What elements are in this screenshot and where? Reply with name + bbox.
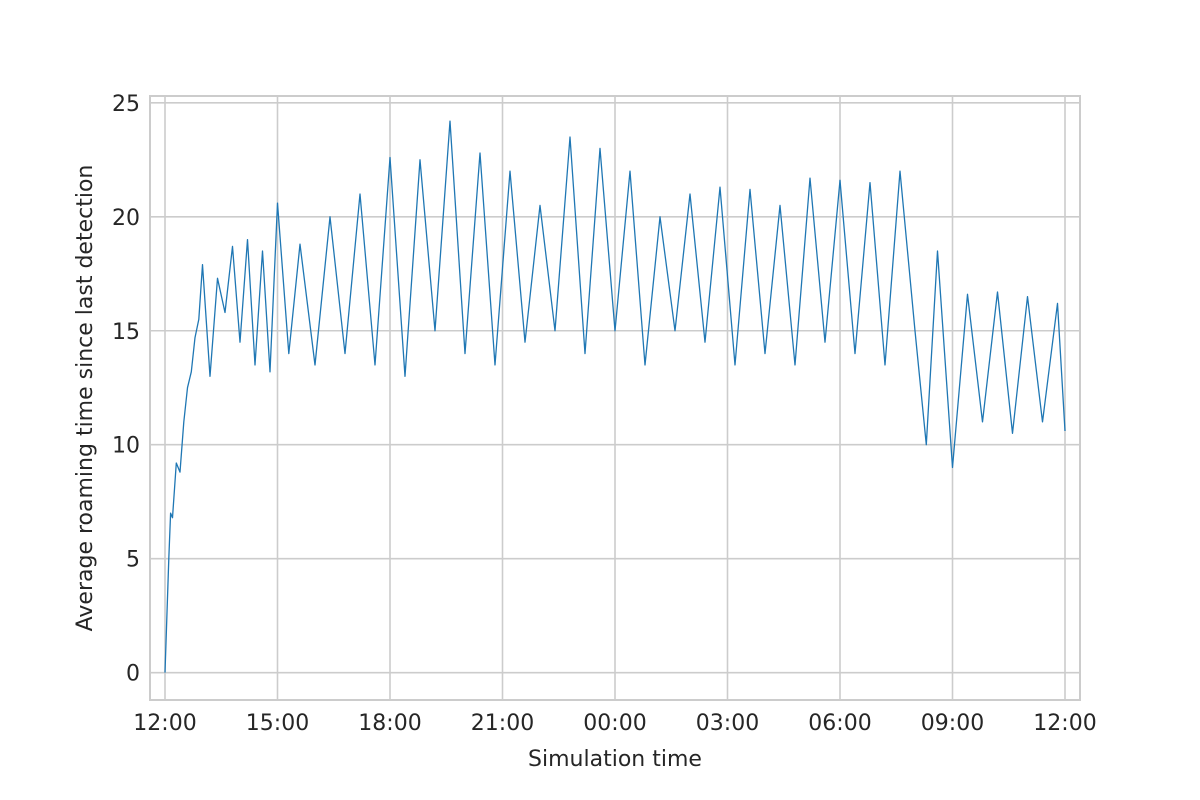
series-line — [164, 120, 1066, 673]
x-axis-label: Simulation time — [528, 747, 702, 772]
x-tick-label: 03:00 — [696, 711, 759, 736]
y-tick-label: 20 — [112, 206, 140, 231]
y-tick-label: 15 — [112, 320, 140, 345]
x-tick-label: 06:00 — [808, 711, 871, 736]
plot-frame — [149, 95, 1081, 701]
y-tick-label: 5 — [126, 548, 140, 573]
grid-lines — [150, 96, 1080, 700]
x-tick-label: 21:00 — [471, 711, 534, 736]
y-axis-label: Average roaming time since last detectio… — [73, 165, 98, 632]
y-tick-label: 0 — [126, 662, 140, 687]
y-tick-labels: 0 5 10 15 20 25 — [112, 92, 140, 687]
x-tick-labels: 12:00 15:00 18:00 21:00 00:00 03:00 06:00 09:00… — [133, 711, 1096, 736]
x-tick-label: 09:00 — [921, 711, 984, 736]
x-tick-label: 12:00 — [133, 711, 196, 736]
x-tick-label: 12:00 — [1033, 711, 1096, 736]
y-tick-label: 25 — [112, 92, 140, 117]
x-tick-label: 00:00 — [583, 711, 646, 736]
series-layer — [164, 120, 1066, 673]
y-tick-label: 10 — [112, 434, 140, 459]
x-tick-label: 15:00 — [246, 711, 309, 736]
x-tick-label: 18:00 — [358, 711, 421, 736]
